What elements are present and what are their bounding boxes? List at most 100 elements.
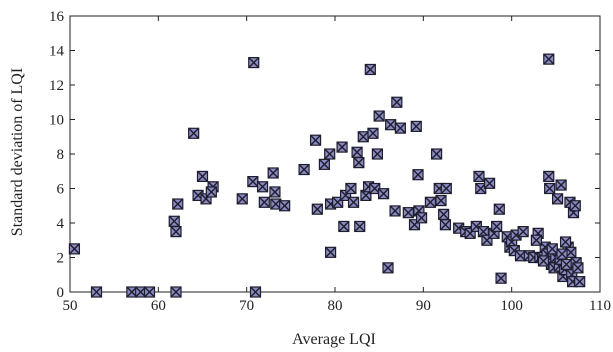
- data-point: [170, 286, 182, 298]
- data-point: [354, 220, 366, 233]
- axis-ticks: 50 60 70 80 90 100 110 0 2 4 6 8 10 12 14 16: [49, 9, 611, 314]
- marker-cross: [493, 203, 505, 215]
- data-point: [546, 243, 558, 255]
- marker-cross: [168, 215, 180, 227]
- x-tick-label: 80: [328, 298, 343, 314]
- data-points: [68, 53, 586, 298]
- marker-cross: [247, 176, 259, 188]
- marker-cross: [336, 141, 348, 153]
- data-point: [351, 146, 363, 158]
- data-point: [279, 200, 291, 212]
- marker-cross: [354, 220, 366, 232]
- marker-cross: [543, 170, 555, 182]
- data-point: [168, 215, 180, 227]
- marker-cross: [205, 186, 217, 198]
- marker-cross: [484, 177, 496, 189]
- y-tick-label: 6: [57, 182, 65, 198]
- data-point: [311, 203, 323, 215]
- marker-cross: [543, 53, 555, 65]
- data-point: [556, 248, 568, 260]
- data-point: [537, 255, 550, 267]
- data-point: [357, 131, 369, 143]
- x-tick-label: 50: [63, 298, 78, 314]
- data-point: [247, 176, 259, 188]
- marker-cross: [267, 167, 279, 179]
- x-tick-label: 60: [151, 298, 166, 314]
- data-point: [367, 127, 379, 139]
- marker-cross: [91, 286, 102, 298]
- x-tick-label: 90: [416, 298, 431, 314]
- data-point: [188, 127, 200, 139]
- data-point: [430, 148, 443, 160]
- marker-cross: [416, 212, 428, 224]
- marker-cross: [572, 262, 584, 274]
- marker-cross: [250, 286, 261, 298]
- data-point: [318, 158, 330, 170]
- marker-cross: [68, 243, 80, 255]
- marker-cross: [391, 96, 403, 108]
- data-point: [205, 186, 217, 198]
- data-point: [560, 258, 573, 270]
- data-point: [394, 122, 406, 134]
- data-point: [438, 208, 450, 220]
- marker-cross: [311, 203, 323, 215]
- data-point: [391, 96, 403, 108]
- marker-cross: [170, 286, 182, 298]
- data-point: [324, 148, 336, 160]
- data-point: [170, 226, 182, 238]
- data-point: [373, 110, 385, 122]
- marker-cross: [431, 148, 443, 160]
- marker-cross: [574, 276, 586, 288]
- marker-cross: [413, 205, 425, 217]
- y-tick-label: 10: [49, 113, 64, 129]
- data-point: [382, 262, 394, 274]
- marker-cross: [298, 164, 310, 176]
- data-point: [248, 56, 260, 69]
- marker-cross: [248, 57, 260, 69]
- data-point: [267, 167, 279, 179]
- data-point: [495, 272, 507, 284]
- marker-cross: [477, 226, 489, 238]
- data-point: [309, 134, 322, 146]
- marker-cross: [367, 127, 379, 139]
- x-tick-label: 110: [589, 298, 611, 314]
- marker-cross: [382, 262, 394, 274]
- data-point: [336, 141, 348, 153]
- data-point: [530, 234, 543, 246]
- y-tick-label: 0: [57, 285, 65, 301]
- data-point: [473, 170, 485, 183]
- marker-cross: [439, 219, 451, 231]
- marker-cross: [385, 119, 397, 131]
- marker-cross: [197, 170, 208, 182]
- data-point: [551, 193, 564, 205]
- data-point: [569, 200, 581, 212]
- data-point: [236, 193, 248, 205]
- marker-cross: [345, 183, 357, 194]
- marker-cross: [351, 146, 363, 158]
- data-point: [143, 286, 156, 298]
- marker-cross: [410, 120, 422, 132]
- marker-cross: [369, 183, 381, 194]
- marker-cross: [508, 245, 520, 257]
- marker-cross: [555, 179, 567, 191]
- data-point: [544, 182, 556, 195]
- y-tick-label: 8: [57, 147, 65, 163]
- marker-cross: [394, 122, 406, 134]
- data-point: [249, 286, 262, 298]
- data-point: [347, 196, 360, 208]
- data-point: [574, 276, 586, 288]
- data-point: [483, 177, 496, 189]
- data-point: [543, 53, 555, 65]
- marker-cross: [491, 220, 503, 232]
- marker-cross: [192, 189, 204, 201]
- marker-cross: [473, 170, 485, 182]
- marker-cross: [560, 258, 572, 270]
- marker-cross: [357, 131, 369, 143]
- marker-cross: [364, 63, 376, 75]
- marker-cross: [348, 196, 360, 208]
- data-point: [338, 220, 350, 233]
- data-point: [440, 182, 452, 195]
- data-point: [412, 169, 424, 181]
- y-tick-label: 12: [49, 78, 64, 94]
- data-point: [389, 205, 401, 217]
